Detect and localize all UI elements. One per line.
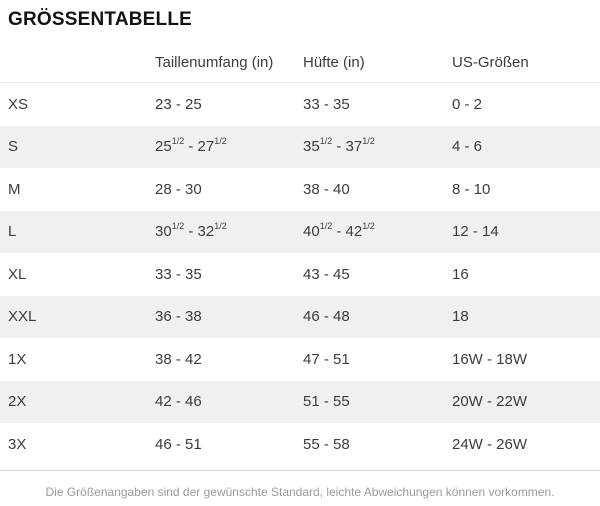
us-size-cell: 8 - 10 (452, 180, 491, 198)
us-size-cell: 0 - 2 (452, 95, 483, 113)
waist-cell: 33 - 35 (155, 265, 202, 283)
hips-cell: 46 - 48 (303, 308, 350, 326)
page-title: GRÖSSENTABELLE (8, 9, 193, 30)
size-label: XS (8, 95, 29, 113)
fraction-superscript: 1/2 (319, 221, 333, 232)
table-row: S 251/2 - 271/2 351/2 - 371/2 4 - 6 (0, 125, 600, 168)
waist-cell: 36 - 38 (155, 308, 202, 326)
size-table: Taillenumfang (in) Hüfte (in) US-Größen … (0, 29, 600, 466)
fraction-superscript: 1/2 (171, 136, 185, 147)
fraction-superscript: 1/2 (214, 221, 227, 232)
hips-cell: 55 - 58 (303, 435, 350, 453)
us-size-cell: 18 (452, 308, 469, 326)
hips-cell: 33 - 35 (303, 95, 350, 113)
waist-cell: 23 - 25 (155, 95, 202, 113)
size-disclaimer: Die Größenangaben sind der gewünschte St… (45, 484, 555, 499)
column-header-waist: Taillenumfang (in) (155, 54, 274, 71)
table-row: XL 33 - 35 43 - 45 16 (0, 253, 600, 296)
table-row: 2X 42 - 46 51 - 55 20W - 22W (0, 380, 600, 423)
fraction-superscript: 1/2 (362, 221, 375, 232)
footer-divider (0, 469, 600, 471)
hips-cell: 401/2 - 421/2 (303, 221, 375, 241)
hips-cell: 351/2 - 371/2 (303, 136, 375, 156)
hips-cell: 38 - 40 (303, 180, 350, 198)
waist-cell: 28 - 30 (155, 180, 202, 198)
table-row: M 28 - 30 38 - 40 8 - 10 (0, 168, 600, 211)
size-label: S (8, 138, 19, 156)
table-row: 1X 38 - 42 47 - 51 16W - 18W (0, 338, 600, 381)
waist-cell: 46 - 51 (155, 435, 202, 453)
table-row: L 301/2 - 321/2 401/2 - 421/2 12 - 14 (0, 210, 600, 253)
table-body: XS 23 - 25 33 - 35 0 - 2 S 251/2 - 271/2 351/2… (0, 83, 600, 466)
table-row: XXL 36 - 38 46 - 48 18 (0, 295, 600, 338)
waist-cell: 251/2 - 271/2 (155, 136, 227, 156)
size-label: XL (8, 265, 27, 283)
waist-cell: 38 - 42 (155, 350, 202, 368)
size-label: M (8, 180, 21, 198)
us-size-cell: 16W - 18W (452, 350, 528, 368)
hips-cell: 43 - 45 (303, 265, 350, 283)
hips-cell: 47 - 51 (303, 350, 350, 368)
us-size-cell: 12 - 14 (452, 223, 499, 241)
fraction-superscript: 1/2 (319, 136, 333, 147)
size-label: 2X (8, 393, 27, 411)
size-label: 1X (8, 350, 27, 368)
hips-cell: 51 - 55 (303, 393, 350, 411)
size-label: 3X (8, 435, 27, 453)
us-size-cell: 20W - 22W (452, 393, 528, 411)
fraction-superscript: 1/2 (171, 221, 185, 232)
column-header-hips: Hüfte (in) (303, 54, 365, 71)
size-label: XXL (8, 308, 37, 326)
waist-cell: 42 - 46 (155, 393, 202, 411)
waist-cell: 301/2 - 321/2 (155, 221, 227, 241)
us-size-cell: 4 - 6 (452, 138, 483, 156)
size-label: L (8, 223, 17, 241)
fraction-superscript: 1/2 (362, 136, 375, 147)
table-row: XS 23 - 25 33 - 35 0 - 2 (0, 83, 600, 126)
table-row: 3X 46 - 51 55 - 58 24W - 26W (0, 423, 600, 466)
us-size-cell: 16 (452, 265, 469, 283)
fraction-superscript: 1/2 (214, 136, 227, 147)
column-header-us-sizes: US-Größen (452, 54, 529, 71)
us-size-cell: 24W - 26W (452, 435, 528, 453)
table-header-row: Taillenumfang (in) Hüfte (in) US-Größen (0, 29, 600, 83)
